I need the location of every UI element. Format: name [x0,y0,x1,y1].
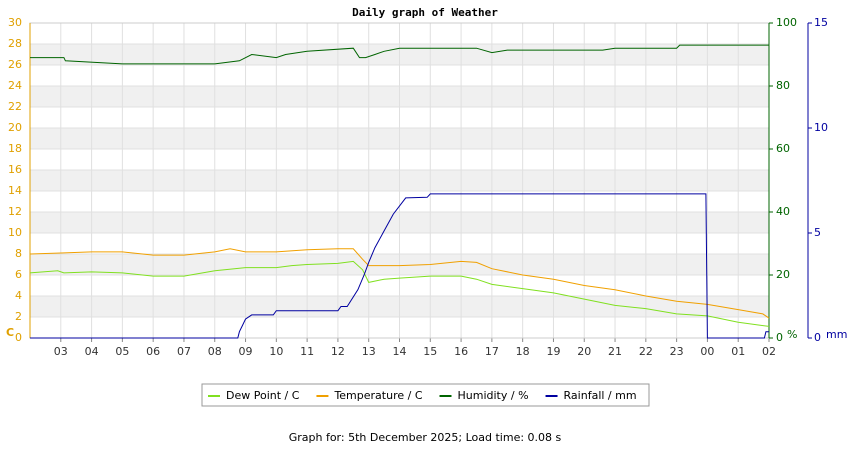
y2-tick-label: 40 [776,205,790,218]
y-tick-label: 16 [8,163,22,176]
x-tick-label: 12 [331,345,345,358]
footer: Graph for: 5th December 2025; Load time:… [289,431,562,444]
y-tick-label: 26 [8,58,22,71]
x-tick-label: 02 [762,345,776,358]
y-tick-label: 22 [8,100,22,113]
y3-tick-label: 15 [814,16,828,29]
x-tick-label: 16 [454,345,468,358]
y-tick-label: 30 [8,16,22,29]
y3-tick-label: 5 [814,226,821,239]
x-tick-label: 14 [393,345,407,358]
y3-tick-label: 10 [814,121,828,134]
y-tick-label: 6 [15,268,22,281]
legend-label: Humidity / % [458,389,529,402]
x-tick-label: 23 [670,345,684,358]
x-tick-label: 07 [177,345,191,358]
y3-unit: mm [826,328,847,341]
x-tick-label: 19 [546,345,560,358]
x-tick-label: 04 [85,345,99,358]
y-tick-label: 24 [8,79,22,92]
y-tick-label: 0 [15,331,22,344]
x-tick-label: 01 [731,345,745,358]
x-tick-label: 20 [577,345,591,358]
series-line [29,260,770,327]
y-tick-label: 12 [8,205,22,218]
x-tick-label: 21 [608,345,622,358]
y2-unit: % [787,328,797,341]
y2-tick-label: 100 [776,16,797,29]
y2-tick-label: 20 [776,268,790,281]
y-tick-label: 20 [8,121,22,134]
series-line [30,193,769,339]
x-tick-label: 06 [146,345,160,358]
y-tick-label: 10 [8,226,22,239]
y2-tick-label: 80 [776,79,790,92]
x-tick-label: 08 [208,345,222,358]
chart-title: Daily graph of Weather [352,6,498,19]
y2-tick-label: 60 [776,142,790,155]
series-line [30,44,769,65]
y3-tick-label: 0 [814,331,821,344]
y2-tick-label: 0 [776,331,783,344]
y-tick-label: 8 [15,247,22,260]
x-tick-label: 17 [485,345,499,358]
legend-box [201,383,650,407]
y-tick-label: 14 [8,184,22,197]
x-tick-label: 22 [639,345,653,358]
legend-label: Dew Point / C [226,389,300,402]
x-tick-label: 00 [700,345,714,358]
x-tick-label: 11 [300,345,314,358]
legend: Dew Point / C Temperature / C Humidity / %… [201,383,650,407]
x-tick-label: 03 [54,345,68,358]
x-tick-label: 15 [423,345,437,358]
y-unit: C [6,326,14,339]
series-line [29,248,770,319]
legend-label: Rainfall / mm [564,389,637,402]
x-tick-label: 09 [239,345,253,358]
x-tick-label: 18 [516,345,530,358]
y-tick-label: 28 [8,37,22,50]
y-tick-label: 18 [8,142,22,155]
x-tick-label: 05 [115,345,129,358]
y-tick-label: 2 [15,310,22,323]
x-tick-label: 10 [269,345,283,358]
x-tick-label: 13 [362,345,376,358]
y-tick-label: 4 [15,289,22,302]
legend-label: Temperature / C [333,389,422,402]
